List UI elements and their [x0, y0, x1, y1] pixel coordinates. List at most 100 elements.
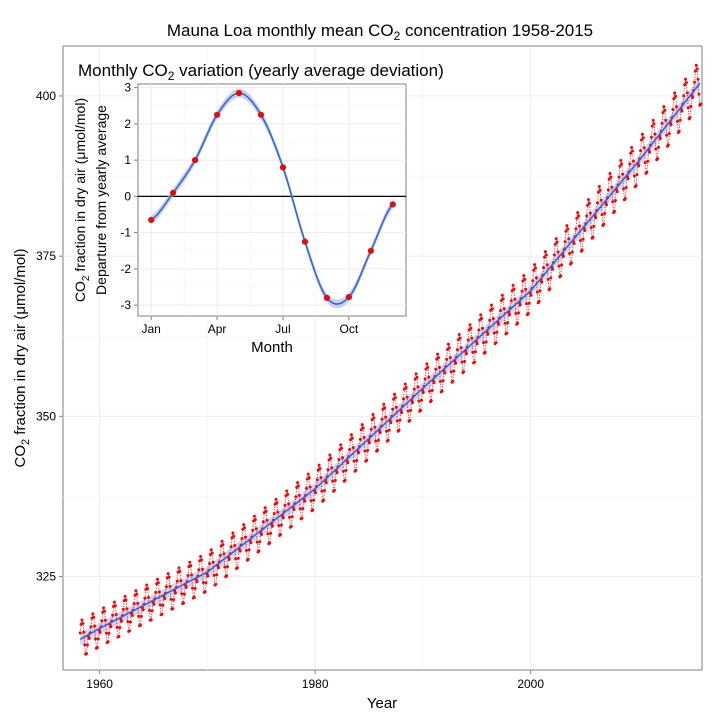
main-monthly-point [689, 104, 693, 108]
main-monthly-point [443, 371, 447, 375]
main-monthly-point [509, 299, 513, 303]
main-monthly-point [137, 614, 141, 618]
main-monthly-point [538, 289, 542, 293]
main-monthly-point [93, 624, 97, 628]
main-monthly-point [607, 177, 611, 181]
main-monthly-point [569, 261, 573, 265]
main-monthly-point [114, 613, 118, 616]
main-monthly-point [296, 484, 300, 488]
main-monthly-point [192, 595, 196, 599]
main-monthly-point [366, 448, 370, 452]
main-monthly-point [428, 389, 432, 393]
main-monthly-point [78, 631, 82, 635]
main-monthly-point [393, 392, 396, 396]
main-monthly-point [115, 625, 119, 629]
main-monthly-point [147, 596, 150, 599]
main-monthly-point [126, 620, 130, 624]
main-monthly-point [666, 143, 670, 147]
main-monthly-point [164, 585, 168, 589]
main-monthly-point [432, 381, 436, 385]
main-monthly-point [358, 437, 362, 441]
main-monthly-point [286, 492, 290, 496]
main-monthly-point [440, 389, 444, 393]
main-monthly-point [663, 108, 667, 112]
main-monthly-point [335, 471, 339, 475]
main-monthly-point [463, 359, 467, 363]
main-monthly-point [204, 581, 208, 585]
main-monthly-point [481, 326, 484, 330]
main-monthly-point [255, 540, 259, 544]
main-monthly-point [283, 503, 287, 507]
main-monthly-point [386, 438, 390, 442]
inset-month-point [257, 111, 265, 118]
main-monthly-point [354, 468, 358, 472]
main-monthly-point [596, 201, 599, 205]
main-monthly-point [172, 598, 176, 602]
inset-x-tick-label: Apr [208, 322, 227, 336]
main-monthly-point [697, 92, 701, 96]
main-monthly-point [246, 557, 250, 561]
inset-title: Monthly CO2 variation (yearly average de… [78, 61, 444, 83]
main-monthly-point [376, 448, 379, 452]
main-monthly-point [581, 237, 585, 241]
main-monthly-point [191, 586, 194, 590]
main-monthly-point [455, 348, 459, 352]
main-monthly-point [85, 652, 88, 656]
main-monthly-point [650, 124, 654, 128]
main-monthly-point [296, 481, 300, 485]
main-monthly-point [85, 643, 89, 647]
main-monthly-point [404, 386, 408, 389]
main-monthly-point [308, 485, 312, 489]
main-monthly-point [672, 97, 676, 101]
main-monthly-point [132, 602, 136, 606]
main-monthly-point [143, 596, 147, 600]
main-monthly-point [290, 515, 294, 519]
main-monthly-point [398, 418, 402, 422]
main-monthly-point [477, 328, 481, 332]
main-monthly-point [669, 123, 673, 127]
main-monthly-point [332, 488, 336, 492]
main-monthly-point [608, 172, 612, 175]
main-monthly-point [556, 250, 560, 254]
main-monthly-point [292, 508, 296, 512]
main-monthly-point [522, 274, 526, 278]
main-monthly-point [694, 63, 698, 67]
main-monthly-point [466, 338, 470, 342]
main-monthly-point [188, 560, 192, 564]
main-monthly-point [106, 640, 110, 644]
main-monthly-point [653, 132, 657, 136]
inset-month-point [235, 89, 243, 97]
main-monthly-point [574, 227, 578, 231]
main-monthly-point [611, 200, 615, 204]
main-monthly-point [599, 198, 603, 202]
main-monthly-point [511, 283, 515, 287]
main-monthly-point [471, 350, 475, 354]
main-monthly-point [526, 312, 530, 316]
main-monthly-point [300, 516, 304, 520]
main-monthly-point [92, 615, 96, 619]
main-monthly-point [253, 518, 257, 522]
main-monthly-point [652, 122, 656, 126]
main-monthly-point [501, 297, 505, 301]
main-monthly-point [602, 222, 606, 226]
main-monthly-point [146, 587, 150, 590]
main-monthly-point [567, 237, 571, 241]
main-monthly-point [272, 512, 276, 515]
main-monthly-point [363, 449, 367, 453]
main-monthly-point [615, 190, 619, 194]
main-monthly-point [391, 407, 395, 411]
main-monthly-point [553, 242, 557, 246]
inset-y-axis-label-line1: CO2 fraction in dry air (μmol/mol) [72, 98, 92, 302]
main-monthly-point [534, 266, 537, 270]
inset-fit-curve [150, 92, 394, 305]
main-monthly-point [215, 573, 219, 577]
main-monthly-point [400, 411, 404, 415]
inset-x-axis-label: Month [251, 339, 293, 356]
main-monthly-point [629, 151, 633, 155]
main-monthly-point [554, 237, 558, 241]
main-monthly-point [360, 423, 364, 427]
main-monthly-point [618, 164, 622, 168]
main-monthly-point [500, 293, 504, 297]
main-monthly-point [251, 528, 255, 532]
main-monthly-point [383, 406, 387, 410]
